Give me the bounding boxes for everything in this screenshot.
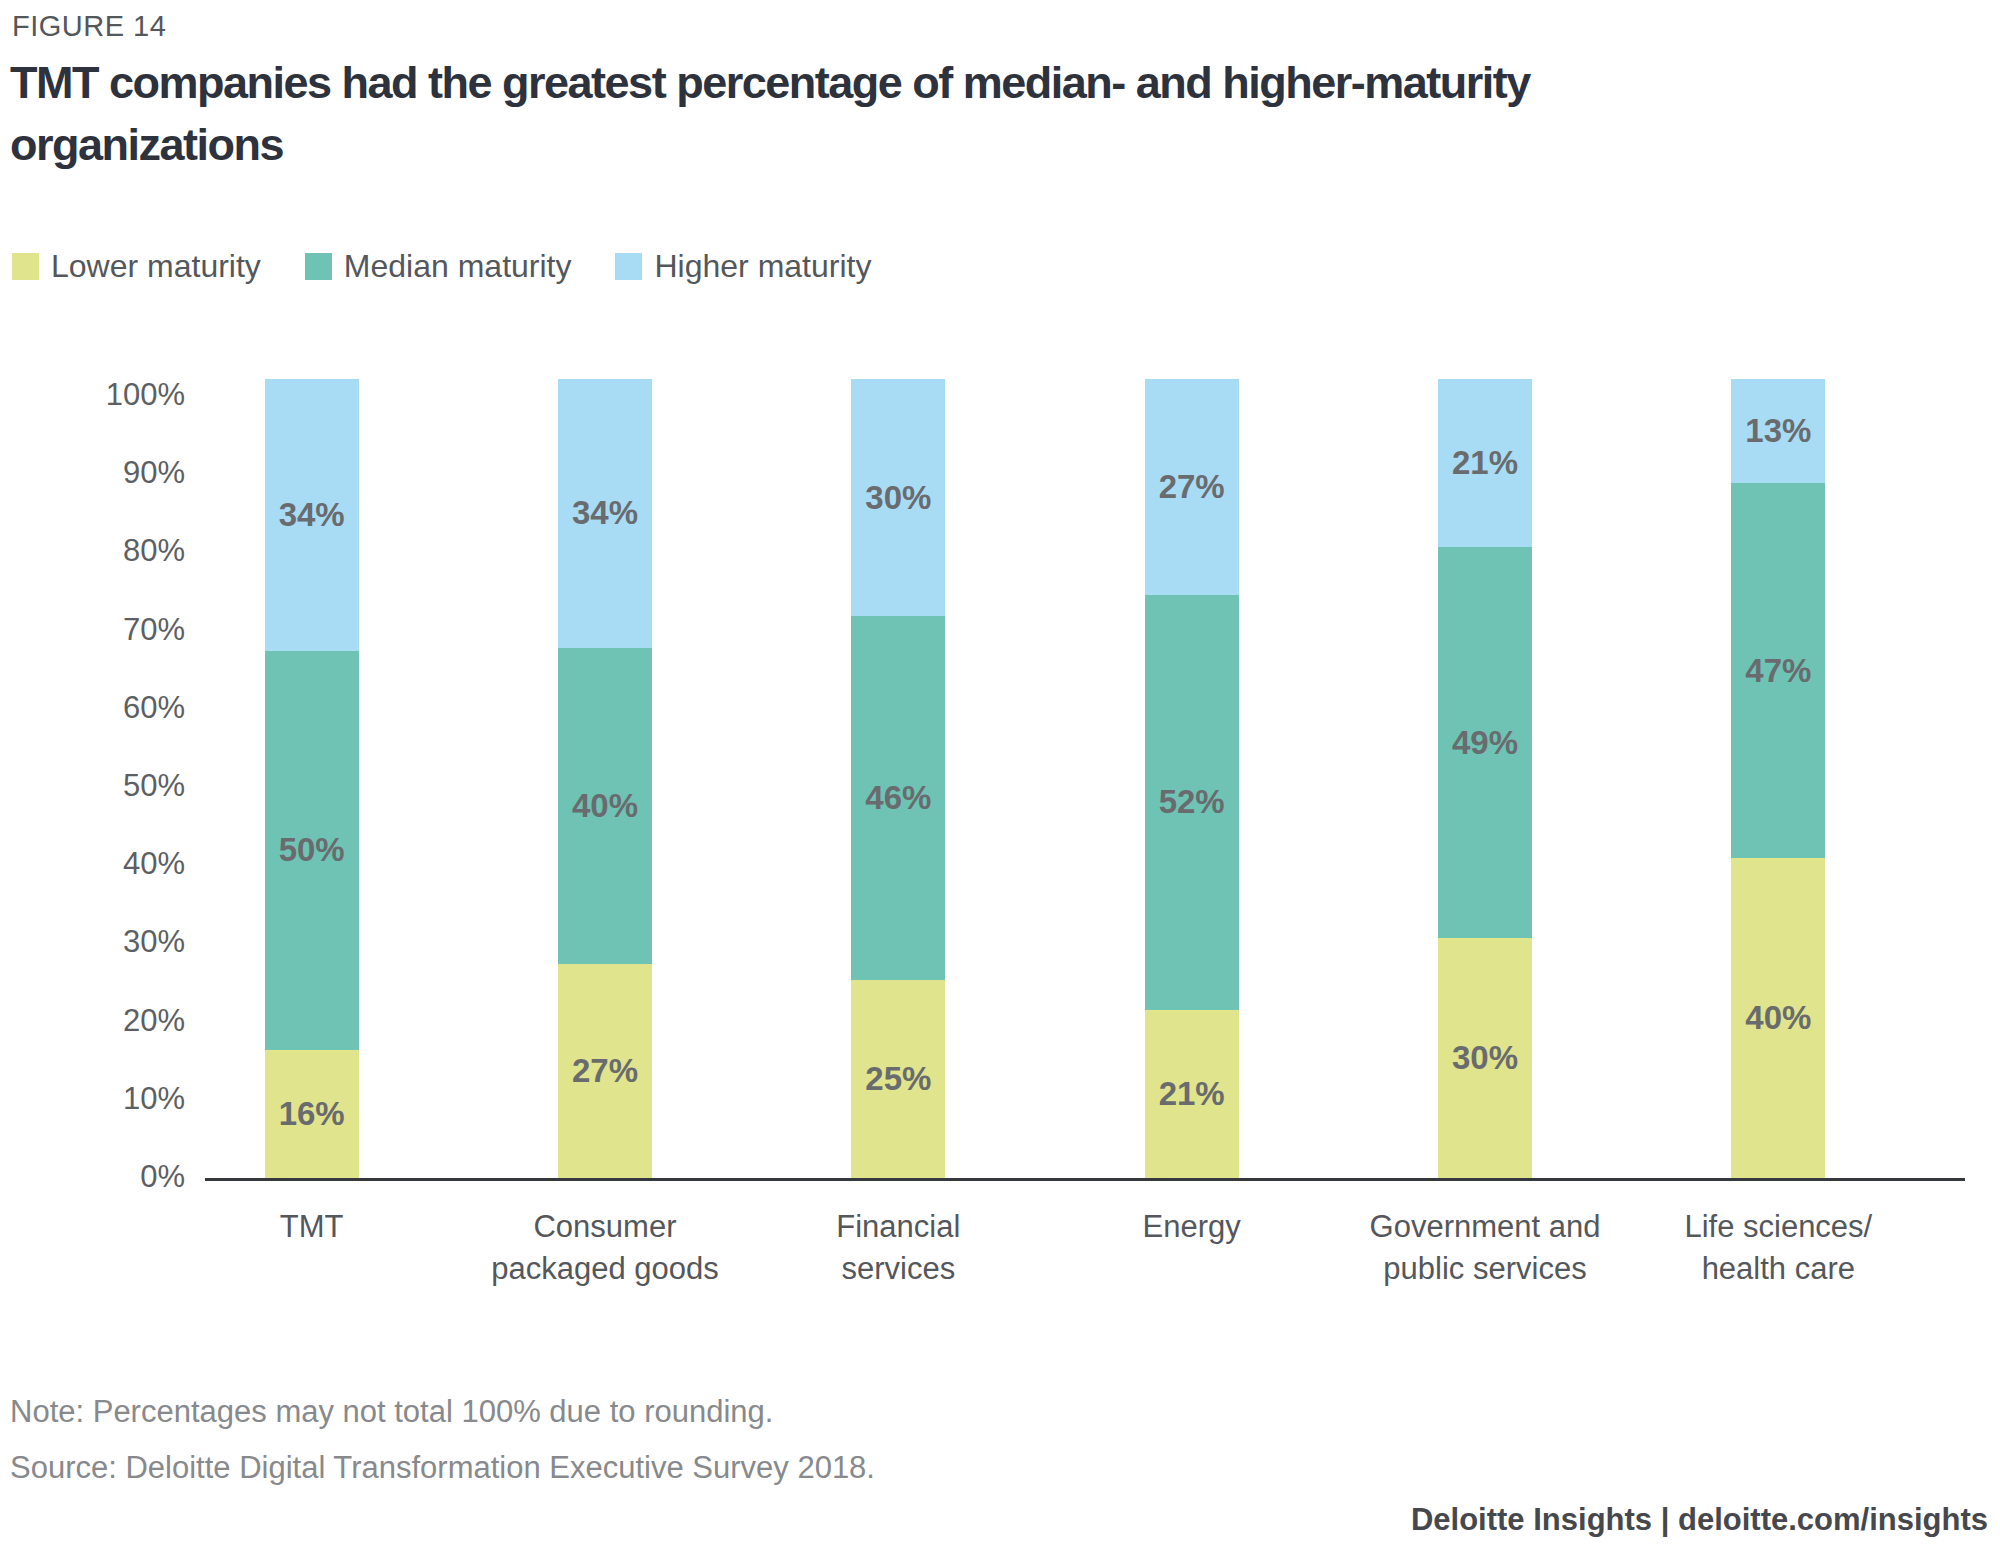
median-maturity-swatch <box>305 253 332 280</box>
y-axis-label: 60% <box>35 689 185 727</box>
bar-segment-lower-maturity: 40% <box>1731 858 1825 1178</box>
bar-segment-median-maturity: 52% <box>1145 595 1239 1010</box>
bar-segment-median-maturity: 46% <box>851 616 945 980</box>
legend-item-higher: Higher maturity <box>615 248 871 285</box>
y-axis-label: 50% <box>35 767 185 805</box>
legend-label: Median maturity <box>344 248 572 285</box>
bar-segment-label: 25% <box>865 1060 931 1098</box>
bar-segment-median-maturity: 40% <box>558 648 652 964</box>
stacked-bar: 21% 49% 30% <box>1438 379 1532 1178</box>
stacked-bar: 34% 50% 16% <box>265 379 359 1178</box>
y-axis-label: 70% <box>35 611 185 649</box>
bar-segment-label: 46% <box>865 779 931 817</box>
bar-segment-higher-maturity: 34% <box>265 379 359 651</box>
bar-segment-label: 34% <box>279 496 345 534</box>
stacked-bar: 13% 47% 40% <box>1731 379 1825 1178</box>
bar-segment-lower-maturity: 21% <box>1145 1010 1239 1178</box>
category-label: TMT <box>165 1206 458 1248</box>
bar-segment-higher-maturity: 27% <box>1145 379 1239 595</box>
bar-segment-higher-maturity: 13% <box>1731 379 1825 483</box>
legend-item-lower: Lower maturity <box>12 248 261 285</box>
bar-segment-higher-maturity: 30% <box>851 379 945 616</box>
stacked-bar: 30% 46% 25% <box>851 379 945 1178</box>
legend-label: Lower maturity <box>51 248 261 285</box>
legend-item-median: Median maturity <box>305 248 572 285</box>
bar-segment-label: 34% <box>572 494 638 532</box>
bar-segment-label: 16% <box>279 1095 345 1133</box>
bar-column: 34%40%27%Consumer packaged goods <box>458 379 751 1178</box>
bar-segment-higher-maturity: 21% <box>1438 379 1532 547</box>
bar-column: 30%46%25%Financial services <box>752 379 1045 1178</box>
bar-segment-higher-maturity: 34% <box>558 379 652 648</box>
bar-segment-median-maturity: 50% <box>265 651 359 1051</box>
bar-segment-label: 49% <box>1452 724 1518 762</box>
figure-label: FIGURE 14 <box>12 10 166 43</box>
bar-segment-lower-maturity: 27% <box>558 964 652 1178</box>
category-label: Energy <box>1045 1206 1338 1248</box>
y-axis-label: 0% <box>35 1158 185 1196</box>
category-label: Government and public services <box>1338 1206 1631 1290</box>
bar-segment-median-maturity: 49% <box>1438 547 1532 939</box>
bar-column: 21%49%30%Government and public services <box>1338 379 1631 1178</box>
bar-segment-label: 47% <box>1745 652 1811 690</box>
legend-label: Higher maturity <box>654 248 871 285</box>
bar-segment-label: 21% <box>1452 444 1518 482</box>
bar-segment-label: 50% <box>279 831 345 869</box>
bar-segment-label: 30% <box>865 479 931 517</box>
plot-area: 0%10%20%30%40%50%60%70%80%90%100%34%50%1… <box>205 379 1965 1181</box>
page-title: TMT companies had the greatest percentag… <box>10 52 1710 176</box>
bar-column: 27%52%21%Energy <box>1045 379 1338 1178</box>
y-axis-label: 10% <box>35 1080 185 1118</box>
category-label: Life sciences/ health care <box>1632 1206 1925 1290</box>
bar-segment-label: 21% <box>1159 1075 1225 1113</box>
bar-segment-label: 40% <box>572 787 638 825</box>
bar-segment-median-maturity: 47% <box>1731 483 1825 859</box>
bar-segment-label: 40% <box>1745 999 1811 1037</box>
y-axis-label: 20% <box>35 1002 185 1040</box>
stacked-bar: 27% 52% 21% <box>1145 379 1239 1178</box>
lower-maturity-swatch <box>12 253 39 280</box>
y-axis-label: 80% <box>35 532 185 570</box>
chart-note: Note: Percentages may not total 100% due… <box>10 1394 773 1430</box>
bar-segment-label: 13% <box>1745 412 1811 450</box>
bar-segment-label: 52% <box>1159 783 1225 821</box>
category-label: Financial services <box>752 1206 1045 1290</box>
bar-segment-lower-maturity: 25% <box>851 980 945 1178</box>
y-axis-label: 40% <box>35 845 185 883</box>
bar-column: 34%50%16%TMT <box>165 379 458 1178</box>
bar-segment-label: 27% <box>1159 468 1225 506</box>
bar-segment-lower-maturity: 30% <box>1438 938 1532 1178</box>
y-axis-label: 30% <box>35 923 185 961</box>
deloitte-insights-footer: Deloitte Insights | deloitte.com/insight… <box>1411 1502 1988 1538</box>
chart-legend: Lower maturity Median maturity Higher ma… <box>12 248 871 285</box>
y-axis-label: 90% <box>35 454 185 492</box>
bar-segment-lower-maturity: 16% <box>265 1050 359 1178</box>
stacked-bar: 34% 40% 27% <box>558 379 652 1178</box>
bar-segment-label: 27% <box>572 1052 638 1090</box>
y-axis-label: 100% <box>35 376 185 414</box>
higher-maturity-swatch <box>615 253 642 280</box>
bar-segment-label: 30% <box>1452 1039 1518 1077</box>
category-label: Consumer packaged goods <box>458 1206 751 1290</box>
bar-column: 13%47%40%Life sciences/ health care <box>1632 379 1925 1178</box>
chart-source: Source: Deloitte Digital Transformation … <box>10 1450 875 1486</box>
